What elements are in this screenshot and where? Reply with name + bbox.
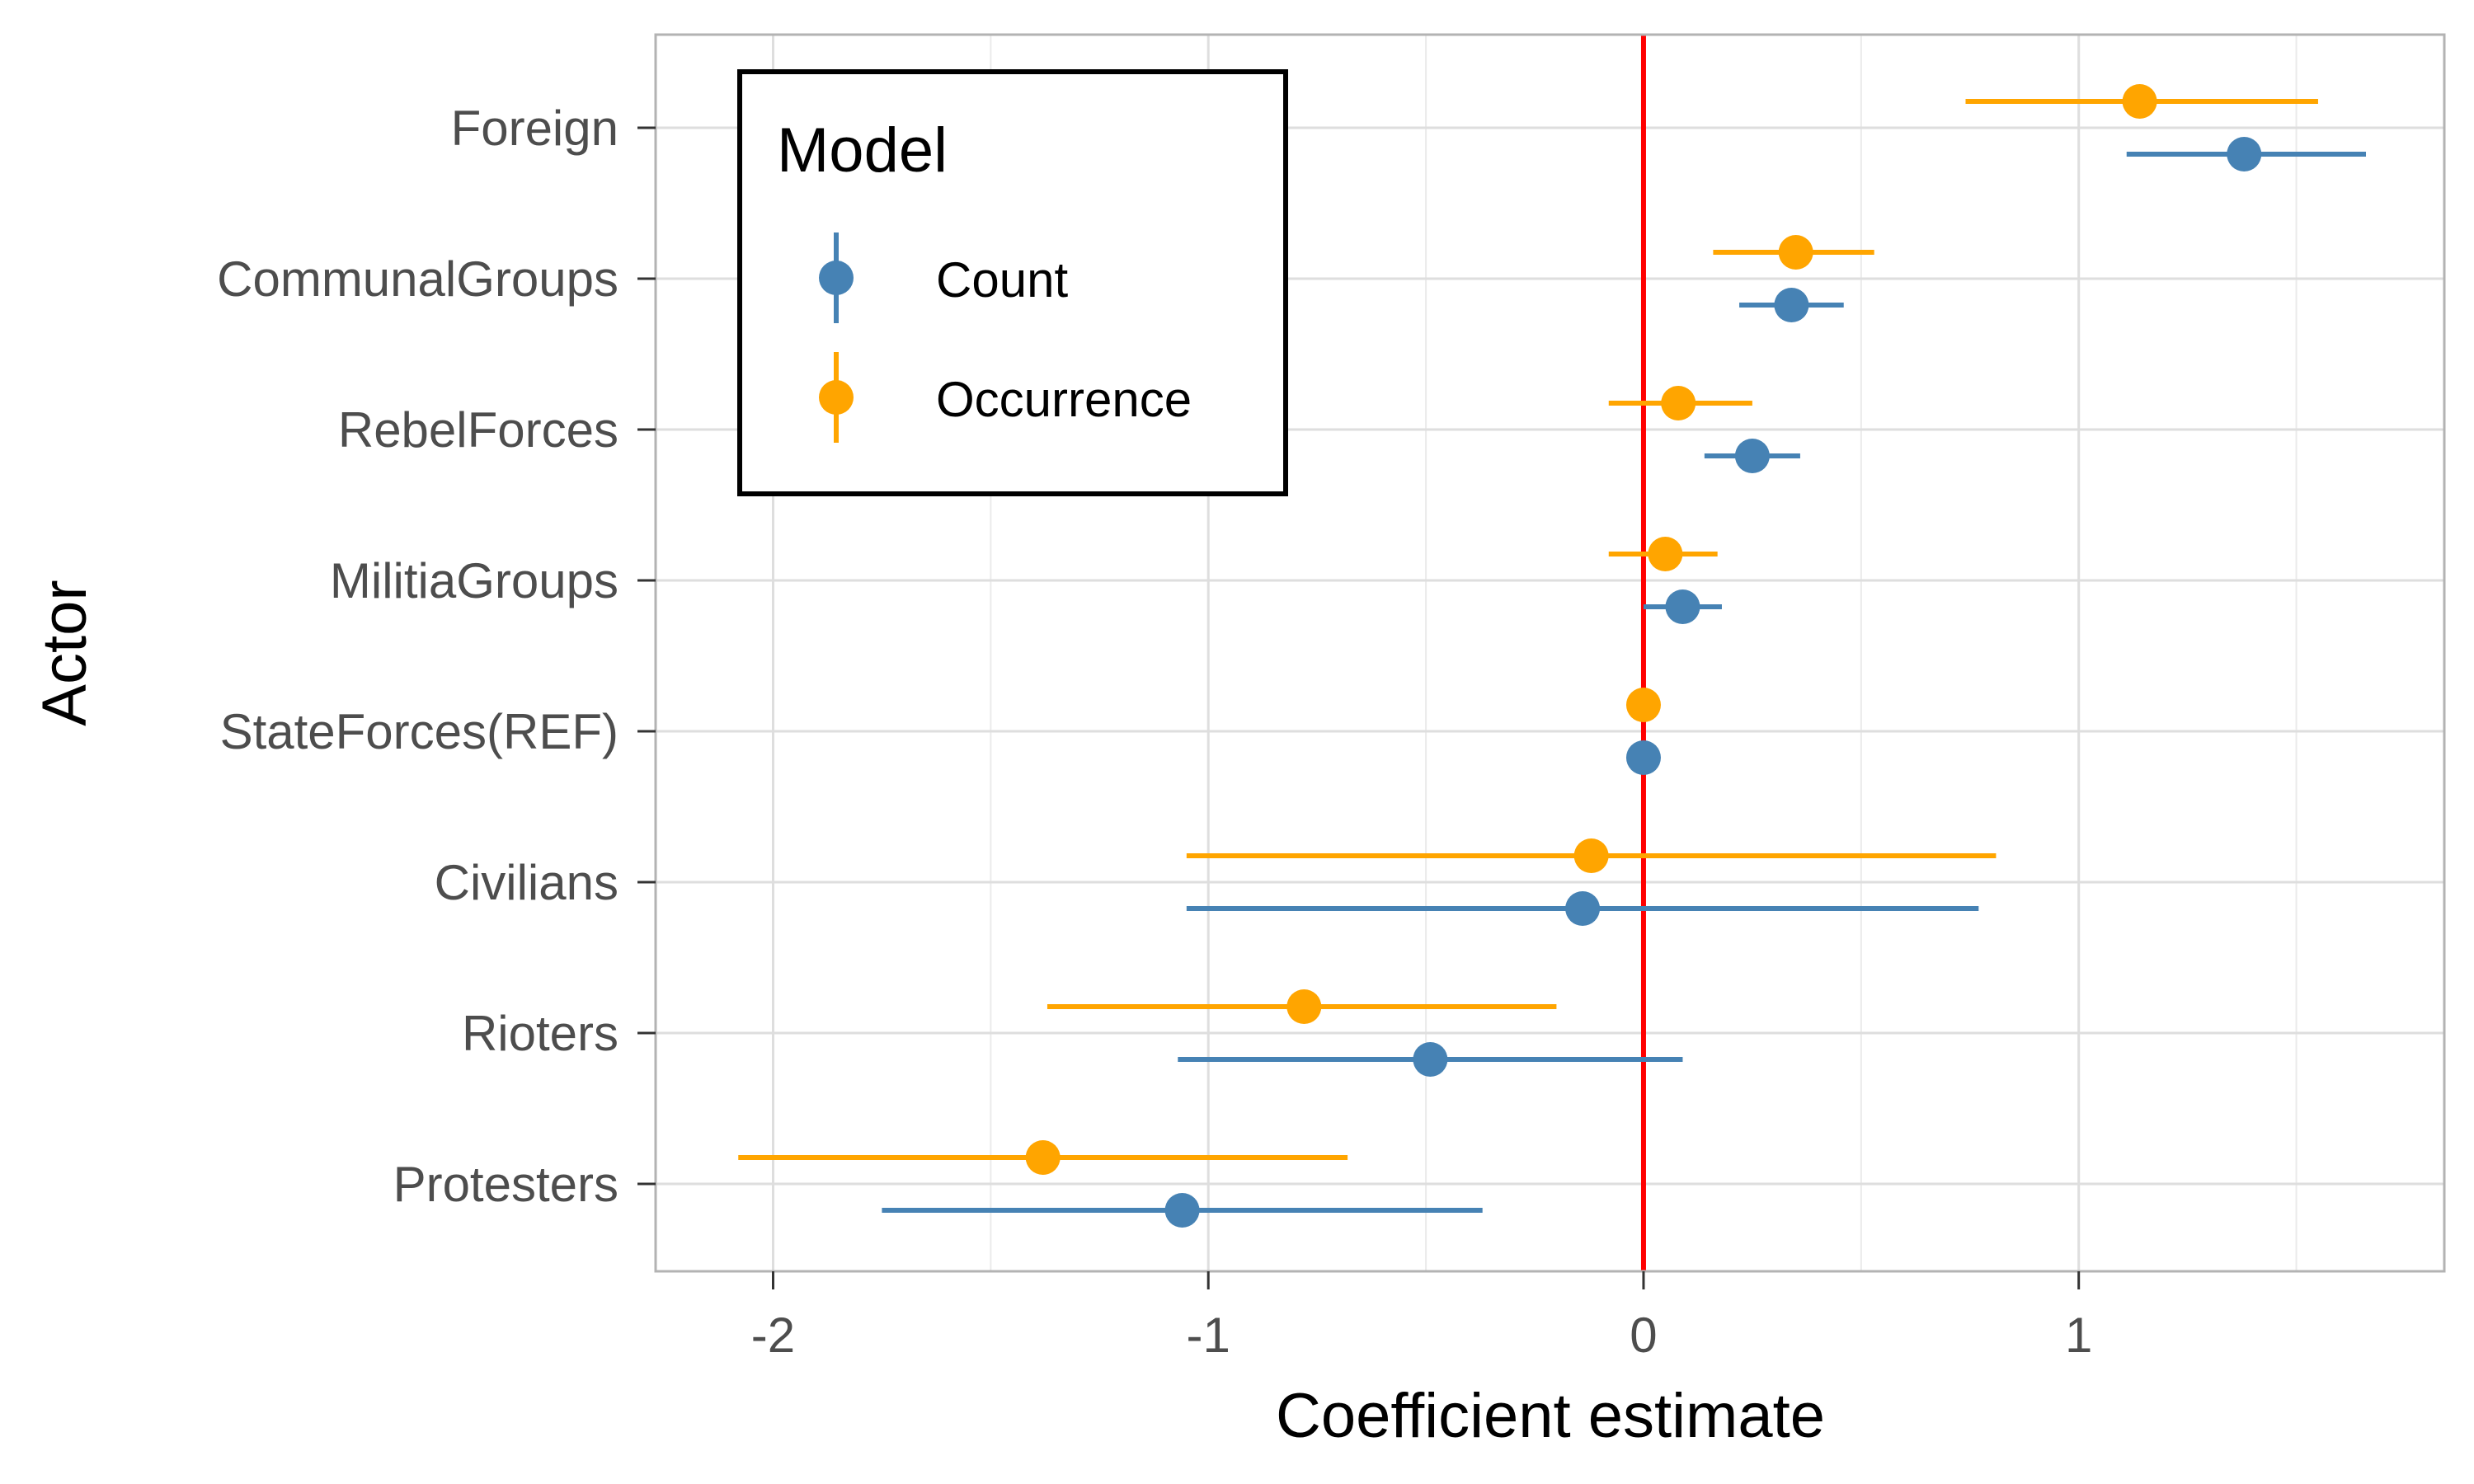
y-tick-label-3: MilitiaGroups — [330, 553, 618, 608]
y-axis-title: Actor — [30, 580, 100, 726]
y-tick-label-7: Protesters — [393, 1157, 618, 1212]
point-occurrence-6 — [1286, 989, 1322, 1024]
point-occurrence-1 — [1778, 235, 1813, 270]
legend-key-point-occurrence — [819, 380, 854, 415]
y-tick-label-2: RebelForces — [338, 402, 618, 458]
point-count-6 — [1413, 1042, 1448, 1077]
series-layer — [738, 84, 2367, 1228]
y-axis: Foreign CommunalGroups RebelForces MilitiaG… — [217, 101, 656, 1212]
point-count-0 — [2227, 137, 2262, 171]
point-count-5 — [1565, 891, 1601, 926]
legend: Model Count Occurrence — [737, 69, 1288, 496]
y-tick-label-5: Civilians — [435, 855, 618, 910]
point-occurrence-3 — [1648, 537, 1683, 571]
x-axis: -2 -1 0 1 — [751, 1271, 2092, 1363]
legend-title: Model — [777, 115, 948, 186]
y-tick-label-0: Foreign — [451, 101, 618, 156]
point-count-2 — [1734, 439, 1770, 473]
y-tick-label-1: CommunalGroups — [217, 251, 618, 307]
x-tick-label-0: -2 — [751, 1308, 795, 1363]
legend-keys — [819, 232, 854, 443]
point-count-3 — [1665, 589, 1700, 624]
x-tick-label-3: 1 — [2065, 1308, 2092, 1363]
point-occurrence-2 — [1661, 386, 1696, 420]
plot-panel-border — [654, 33, 2446, 1273]
point-count-4 — [1625, 740, 1661, 775]
x-tick-label-1: -1 — [1187, 1308, 1230, 1363]
legend-label-count: Count — [936, 252, 1068, 308]
point-occurrence-7 — [1025, 1140, 1061, 1175]
point-occurrence-5 — [1573, 838, 1609, 873]
legend-key-point-count — [819, 261, 854, 295]
point-occurrence-4 — [1625, 688, 1661, 722]
legend-label-occurrence: Occurrence — [936, 372, 1192, 427]
point-occurrence-0 — [2122, 84, 2157, 119]
point-count-1 — [1774, 288, 1809, 322]
point-count-7 — [1164, 1193, 1200, 1228]
x-axis-title: Coefficient estimate — [1276, 1381, 1825, 1451]
x-tick-label-2: 0 — [1630, 1308, 1657, 1363]
y-tick-label-4: StateForces(REF) — [220, 704, 618, 759]
y-tick-label-6: Rioters — [462, 1006, 618, 1061]
